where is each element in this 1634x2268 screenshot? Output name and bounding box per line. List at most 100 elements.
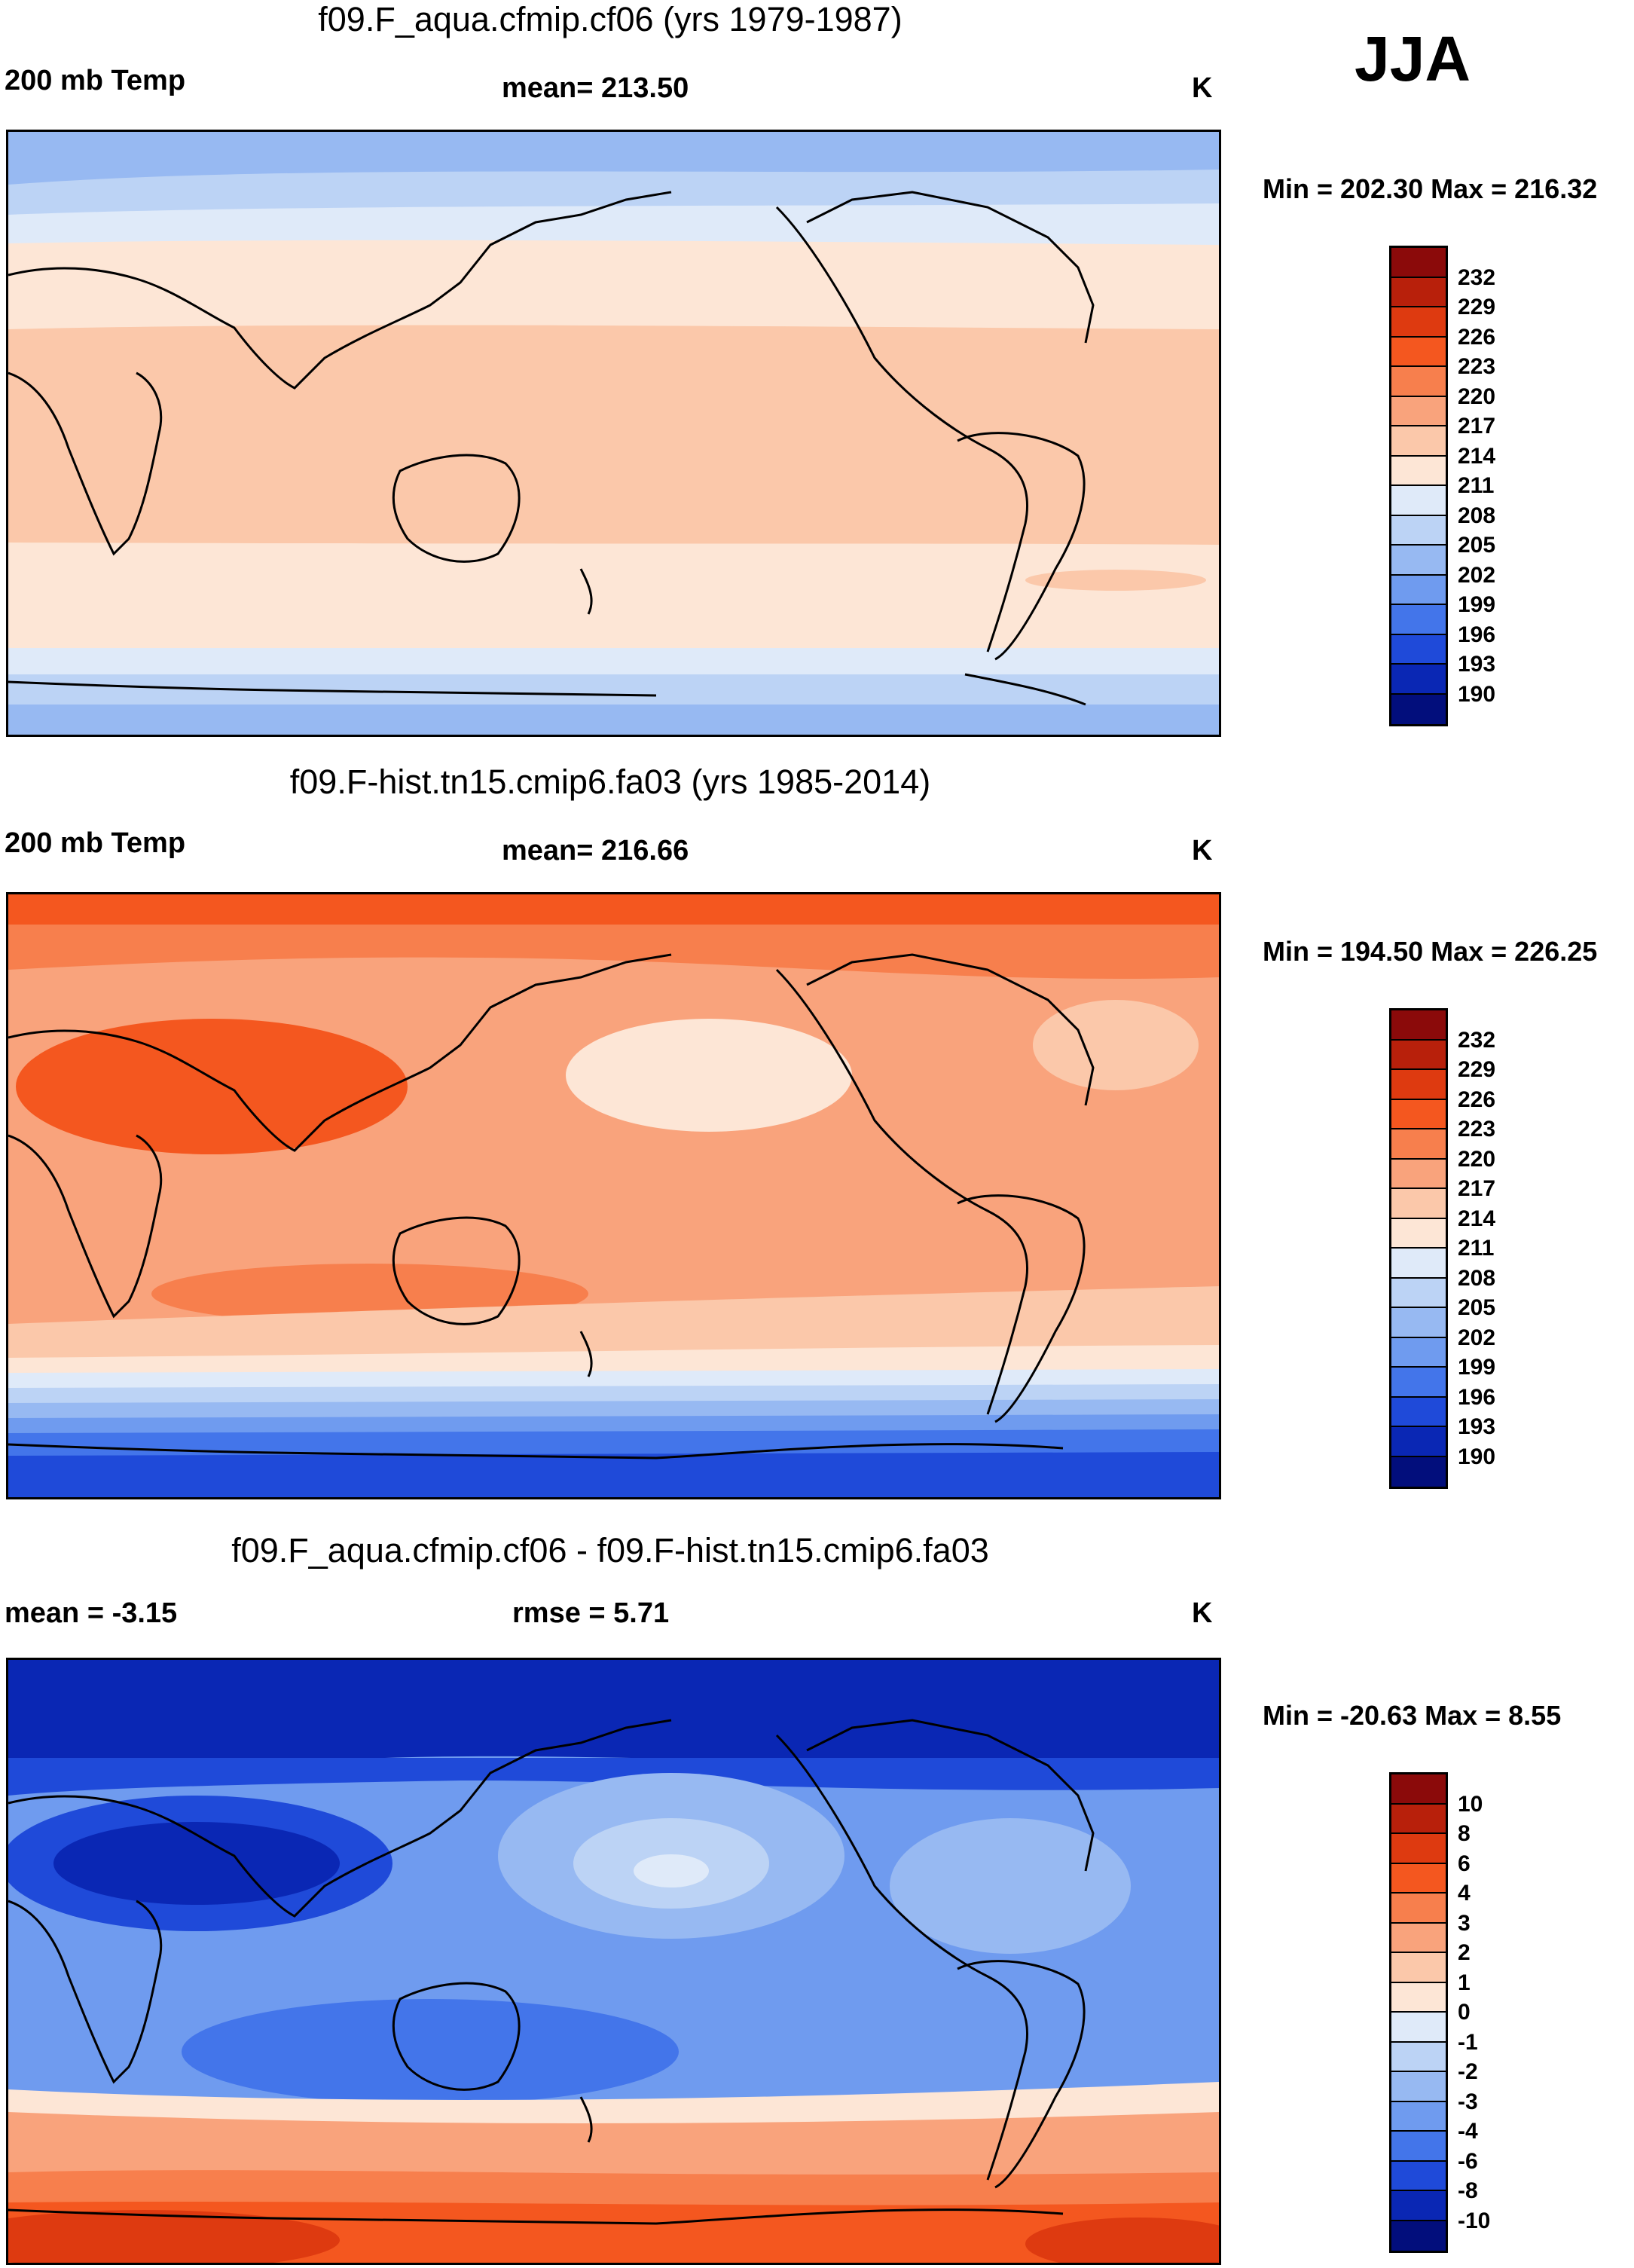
colorbar-tick-label: 1 [1458,1970,1471,1995]
colorbar-tick-label: 214 [1458,443,1496,469]
colorbar-tick-label: 208 [1458,1265,1496,1291]
panel1-map [6,130,1221,737]
colorbar-tick-label: 193 [1458,652,1496,677]
panel3-coastlines [8,1719,1095,2225]
colorbar-box [1391,1099,1446,1129]
panel1-map-svg [8,132,1219,735]
colorbar-tick-label: 214 [1458,1206,1496,1231]
colorbar-box [1391,396,1446,426]
colorbar-tick-label: 190 [1458,681,1496,707]
colorbar-box [1391,1218,1446,1249]
colorbar-box [1391,2191,1446,2221]
colorbar-tick-label: 193 [1458,1414,1496,1439]
colorbar-tick-label: 196 [1458,622,1496,647]
panel3-band-6-west [8,2210,340,2263]
season-label: JJA [1355,23,1471,94]
colorbar-tick-label: 199 [1458,592,1496,617]
colorbar-tick-label: -3 [1458,2089,1478,2114]
panel1-warm-patch [1025,570,1206,591]
colorbar-box [1391,1804,1446,1834]
colorbar-box [1391,1923,1446,1953]
colorbar-tick-label: -1 [1458,2029,1478,2055]
colorbar-tick-label: 229 [1458,1057,1496,1082]
panel2-units: K [1192,835,1213,867]
panel3-band-minus8 [8,1758,1219,1796]
colorbar-tick-label: -4 [1458,2119,1478,2144]
panel3-asia-core [53,1822,340,1905]
panel1-band-214 [8,325,1219,545]
panel2-title: f09.F-hist.tn15.cmip6.fa03 (yrs 1985-201… [289,763,931,801]
colorbar-box [1391,2101,1446,2132]
colorbar-box [1391,1129,1446,1160]
colorbar-box [1391,2042,1446,2072]
colorbar-box [1391,2132,1446,2162]
panel3-title: f09.F_aqua.cfmip.cf06 - f09.F-hist.tn15.… [231,1531,989,1570]
colorbar-box [1391,2161,1446,2191]
colorbar-box [1391,605,1446,635]
colorbar-box [1391,1774,1446,1805]
colorbar-tick-label: 232 [1458,1027,1496,1053]
colorbar-tick-label: 10 [1458,1791,1483,1817]
colorbar-box [1391,1953,1446,1983]
panel2-map [6,892,1221,1499]
panel2-map-svg [8,894,1219,1497]
panel2-asia-warm [16,1019,408,1154]
colorbar-box [1391,665,1446,695]
colorbar-box [1391,1040,1446,1070]
colorbar-box [1391,1982,1446,2013]
colorbar-box [1391,2072,1446,2102]
colorbar-tick-label: 199 [1458,1355,1496,1380]
panel3-south-indian [182,1999,679,2104]
panel3-map [6,1658,1221,2265]
panel1-coastlines [8,191,1095,706]
colorbar-tick-label: 232 [1458,264,1496,290]
colorbar-tick-label: 3 [1458,1910,1471,1936]
colorbar-box [1391,2221,1446,2251]
panel2-left-label: 200 mb Temp [5,827,186,859]
colorbar-tick-label: 6 [1458,1851,1471,1876]
colorbar-box [1391,277,1446,307]
colorbar-tick-label: 223 [1458,354,1496,379]
colorbar-box [1391,248,1446,278]
panel3-colorbar [1389,1772,1448,2253]
colorbar-box [1391,1368,1446,1398]
colorbar-tick-label: 208 [1458,503,1496,528]
panel1-minmax: Min = 202.30 Max = 216.32 [1263,173,1598,204]
panel1-mean-label: mean= 213.50 [502,72,689,104]
colorbar-tick-label: -6 [1458,2148,1478,2174]
colorbar-box [1391,1427,1446,1457]
colorbar-box [1391,515,1446,546]
panel2-pacific-cool [566,1019,852,1132]
colorbar-box [1391,1894,1446,1924]
colorbar-box [1391,307,1446,338]
panel1-colorbar [1389,246,1448,726]
colorbar-box [1391,486,1446,516]
panel2-coastlines [8,953,1095,1460]
colorbar-box [1391,1397,1446,1427]
colorbar-tick-label: 217 [1458,414,1496,439]
panel3-americas-light [890,1818,1131,1954]
colorbar-box [1391,546,1446,576]
panel2-band-223-north [8,894,1219,932]
colorbar-tick-label: 220 [1458,384,1496,409]
panel3-band-6-east [1025,2218,1219,2263]
colorbar-box [1391,426,1446,457]
colorbar-tick-label: 226 [1458,324,1496,350]
colorbar-box [1391,1189,1446,1219]
colorbar-box [1391,1278,1446,1308]
colorbar-tick-label: 205 [1458,1295,1496,1320]
colorbar-tick-label: 217 [1458,1176,1496,1201]
colorbar-box [1391,1834,1446,1864]
panel2-mean-label: mean= 216.66 [502,835,689,867]
panel2-atlantic-cool [1033,1000,1199,1090]
panel3-units: K [1192,1597,1213,1629]
colorbar-tick-label: 190 [1458,1444,1496,1469]
colorbar-tick-label: 8 [1458,1821,1471,1846]
colorbar-tick-label: 211 [1458,1236,1495,1261]
panel1-band-202-south [8,705,1219,735]
panel3-map-svg [8,1660,1219,2263]
colorbar-tick-label: 4 [1458,1881,1471,1906]
panel2-band-193 [8,1452,1219,1497]
panel2-colorbar [1389,1008,1448,1489]
panel3-left-label: mean = -3.15 [5,1597,178,1629]
